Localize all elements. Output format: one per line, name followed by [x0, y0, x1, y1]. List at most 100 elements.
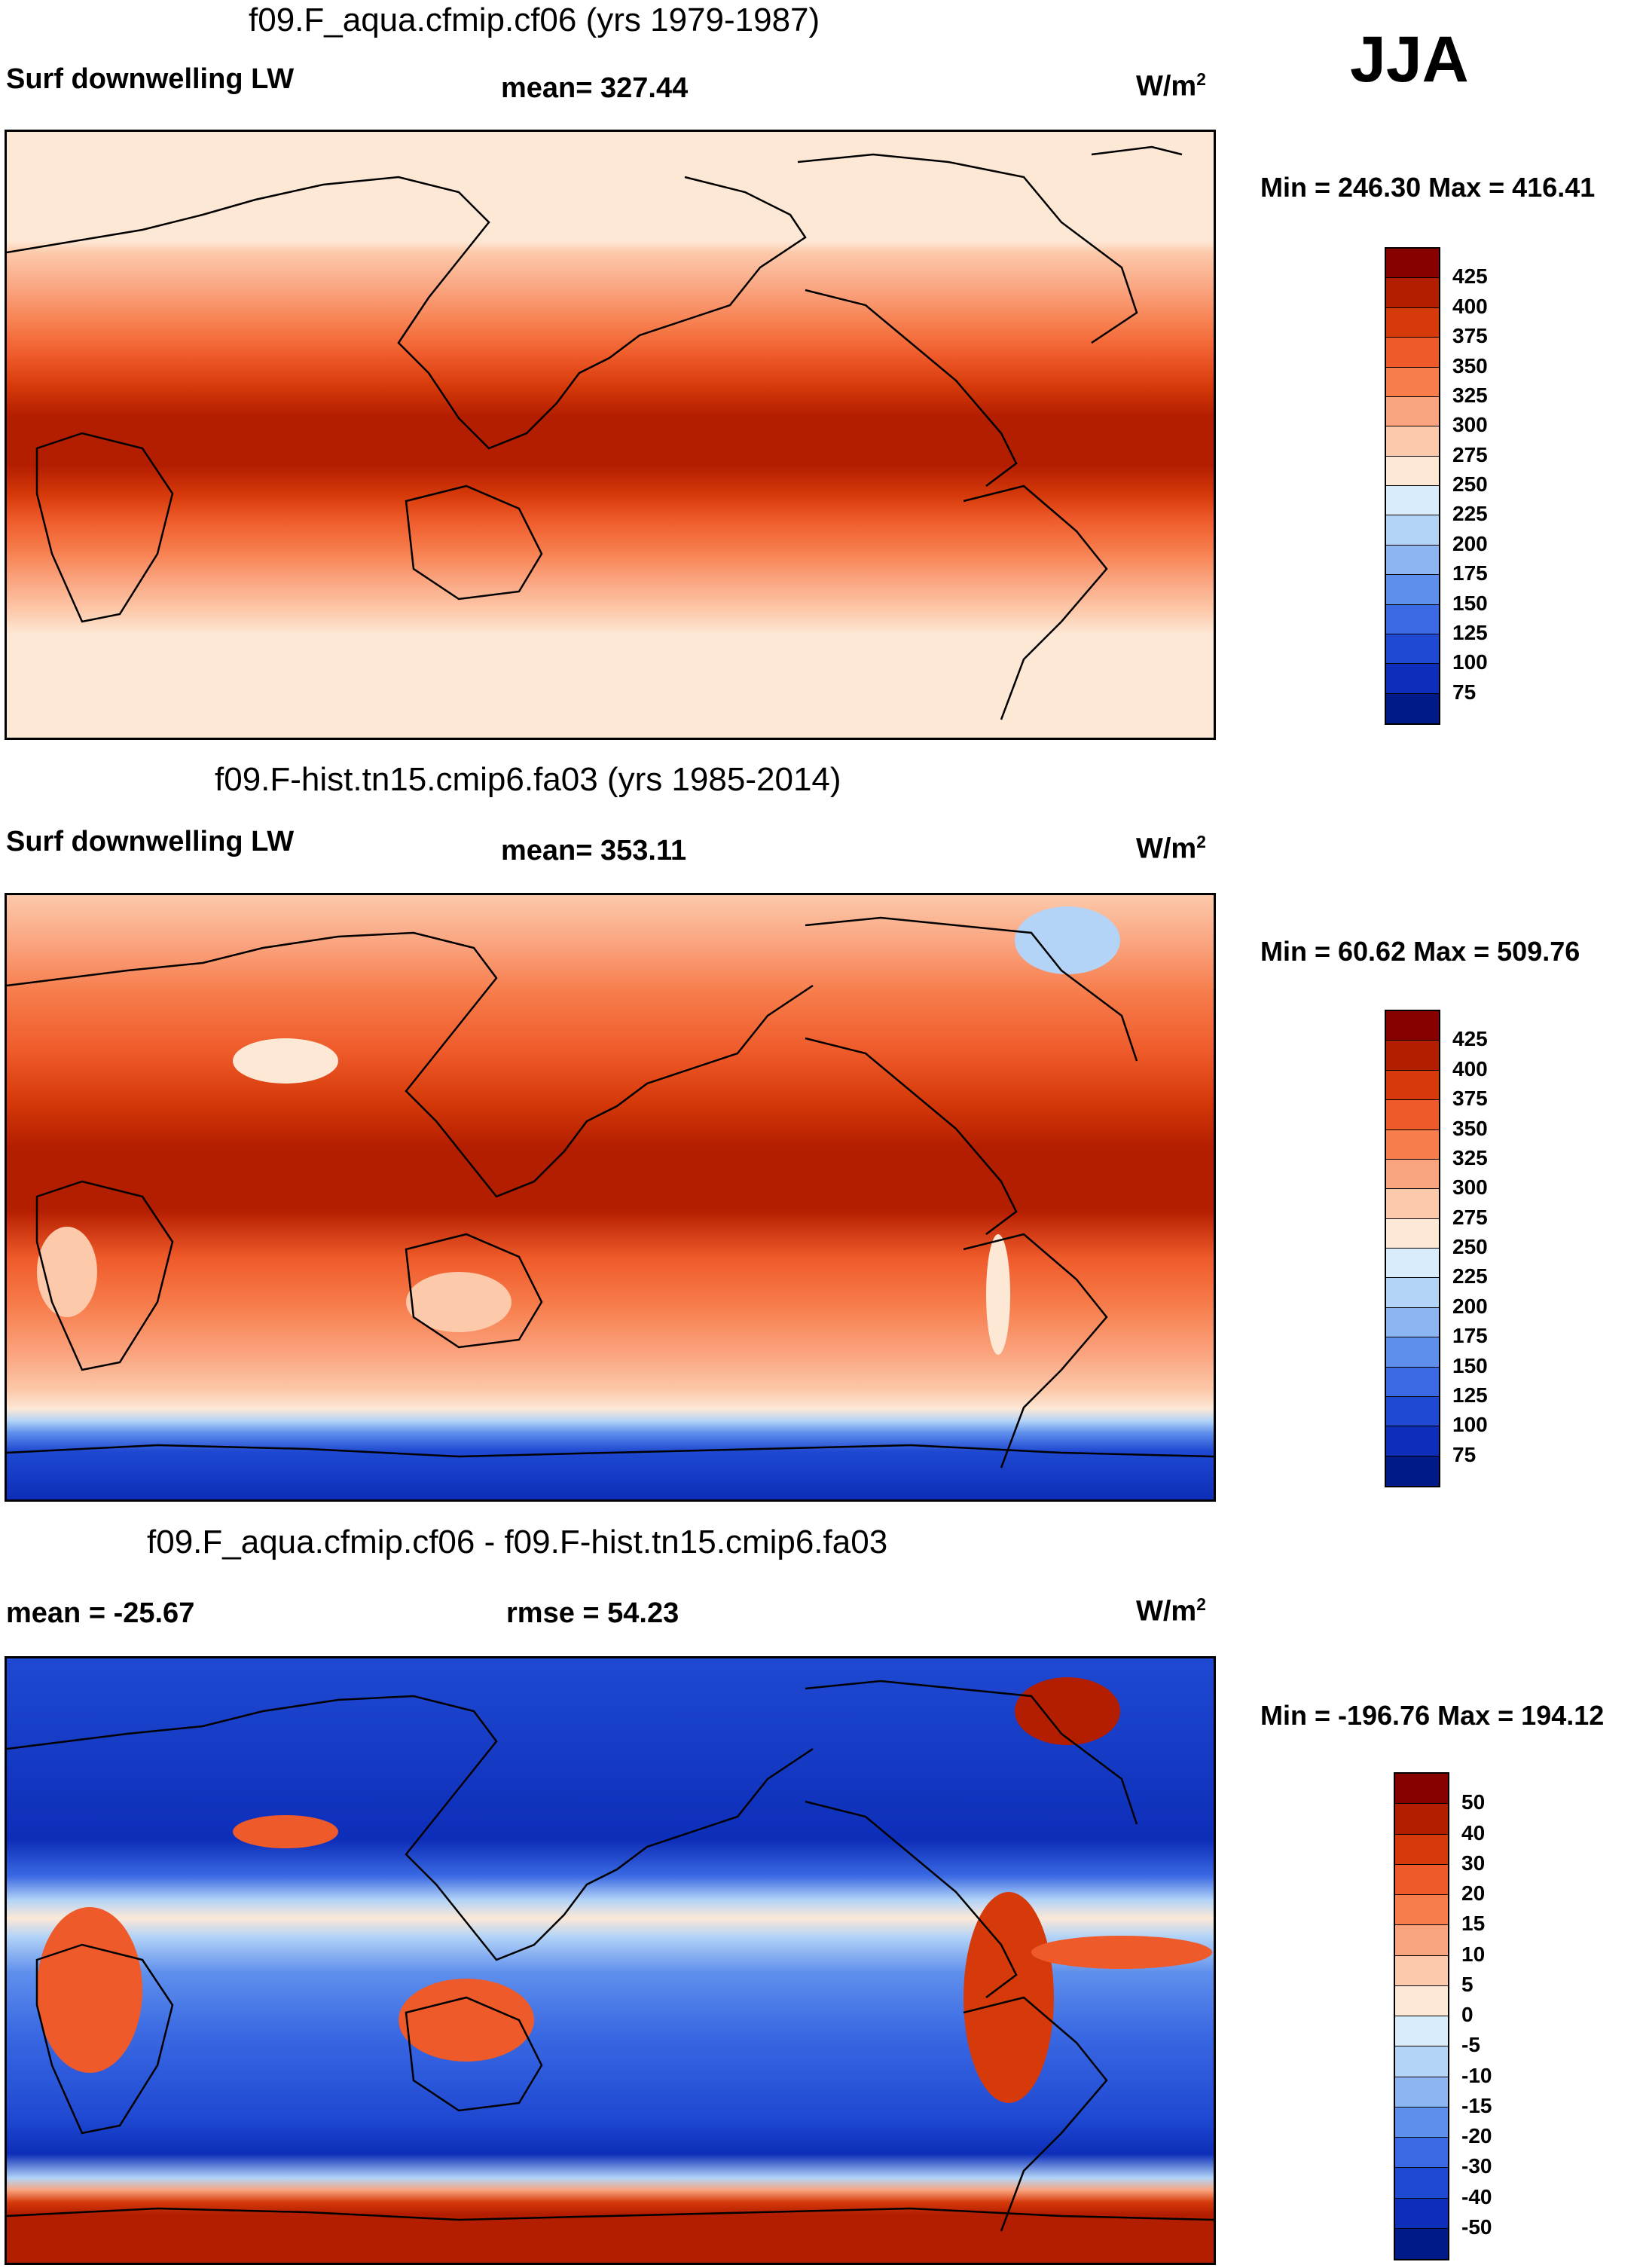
colorbar-swatch: [1386, 1249, 1439, 1279]
colorbar-tick-label: 15: [1461, 1912, 1486, 1936]
colorbar-tick-label: 150: [1452, 1353, 1488, 1377]
colorbar-swatch: [1386, 307, 1439, 338]
panel1-colorbar: [1385, 247, 1440, 725]
colorbar-swatch: [1395, 1895, 1448, 1926]
colorbar-tick-label: 125: [1452, 620, 1488, 644]
colorbar-tick-label: 225: [1452, 502, 1488, 526]
colorbar-swatch: [1395, 1804, 1448, 1835]
colorbar-swatch: [1395, 2138, 1448, 2169]
panel3-mean-label: mean = -25.67: [6, 1597, 195, 1629]
colorbar-swatch: [1386, 1307, 1439, 1338]
panel2-colorbar: [1385, 1010, 1440, 1487]
colorbar-swatch: [1386, 634, 1439, 665]
colorbar-tick-label: 0: [1461, 2003, 1474, 2026]
colorbar-swatch: [1386, 338, 1439, 368]
colorbar-swatch: [1386, 249, 1439, 279]
panel2-greenland-feature: [1015, 906, 1120, 974]
colorbar-swatch: [1386, 1129, 1439, 1160]
colorbar-swatch: [1386, 545, 1439, 576]
colorbar-tick-label: 375: [1452, 324, 1488, 348]
colorbar-swatch: [1386, 693, 1439, 723]
panel3-minmax: Min = -196.76 Max = 194.12: [1260, 1700, 1605, 1731]
colorbar-swatch: [1386, 664, 1439, 694]
panel1-map: [5, 130, 1216, 740]
panel2-coastlines: [7, 916, 1214, 1469]
colorbar-tick-label: -50: [1461, 2215, 1492, 2239]
panel1-coastlines: [7, 145, 1183, 720]
colorbar-swatch: [1386, 1100, 1439, 1130]
colorbar-swatch: [1386, 486, 1439, 516]
colorbar-tick-label: 175: [1452, 561, 1488, 585]
colorbar-tick-label: 40: [1461, 1820, 1486, 1845]
panel3-unit: W/m2: [1136, 1594, 1206, 1628]
panel3-atlantic-feature: [1031, 1936, 1212, 1969]
colorbar-tick-label: 5: [1461, 1972, 1474, 1996]
colorbar-tick-label: -40: [1461, 2184, 1492, 2208]
colorbar-tick-label: 100: [1452, 650, 1488, 674]
colorbar-tick-label: 425: [1452, 264, 1488, 289]
colorbar-swatch: [1395, 2198, 1448, 2229]
panel2-mean-label: mean= 353.11: [501, 835, 687, 867]
colorbar-swatch: [1395, 1864, 1448, 1895]
colorbar-swatch: [1386, 1189, 1439, 1219]
colorbar-tick-label: 75: [1452, 680, 1477, 704]
colorbar-tick-label: -5: [1461, 2033, 1480, 2057]
panel2-unit: W/m2: [1136, 832, 1206, 865]
panel1-field: [7, 132, 1214, 738]
colorbar-tick-label: 300: [1452, 413, 1488, 437]
colorbar-tick-label: 75: [1452, 1442, 1477, 1466]
colorbar-swatch: [1386, 1159, 1439, 1190]
colorbar-swatch: [1386, 426, 1439, 457]
colorbar-swatch: [1395, 2046, 1448, 2077]
colorbar-swatch: [1395, 2107, 1448, 2138]
panel3-coastlines: [7, 1680, 1214, 2232]
colorbar-swatch: [1386, 515, 1439, 546]
colorbar-tick-label: -30: [1461, 2154, 1492, 2178]
colorbar-swatch: [1386, 1337, 1439, 1368]
colorbar-swatch: [1386, 278, 1439, 308]
colorbar-swatch: [1395, 2077, 1448, 2108]
colorbar-tick-label: 200: [1452, 531, 1488, 555]
colorbar-tick-label: 325: [1452, 1145, 1488, 1169]
colorbar-tick-label: 325: [1452, 383, 1488, 407]
colorbar-swatch: [1386, 1011, 1439, 1041]
panel2-variable-label: Surf downwelling LW: [6, 826, 295, 857]
colorbar-swatch: [1386, 1218, 1439, 1249]
panel3-colorbar: [1394, 1772, 1449, 2260]
colorbar-tick-label: 30: [1461, 1851, 1486, 1875]
colorbar-tick-label: -20: [1461, 2124, 1492, 2147]
colorbar-swatch: [1395, 2016, 1448, 2047]
colorbar-tick-label: 375: [1452, 1087, 1488, 1111]
colorbar-swatch: [1395, 1955, 1448, 1986]
colorbar-tick-label: 200: [1452, 1294, 1488, 1318]
panel3-map: [5, 1656, 1216, 2265]
panel3-title: f09.F_aqua.cfmip.cf06 - f09.F-hist.tn15.…: [147, 1524, 888, 1560]
colorbar-tick-label: 175: [1452, 1324, 1488, 1348]
panel3-southamerica-feature: [964, 1892, 1054, 2103]
colorbar-swatch: [1395, 2228, 1448, 2259]
panel2-tibet-feature: [233, 1038, 338, 1084]
panel3-rmse-label: rmse = 54.23: [506, 1597, 679, 1629]
colorbar-swatch: [1395, 1985, 1448, 2016]
colorbar-tick-label: 275: [1452, 1205, 1488, 1229]
colorbar-tick-label: -15: [1461, 2093, 1492, 2117]
panel1-unit: W/m2: [1136, 69, 1206, 102]
colorbar-tick-label: 425: [1452, 1027, 1488, 1051]
panel2-minmax: Min = 60.62 Max = 509.76: [1260, 936, 1580, 967]
colorbar-tick-label: 150: [1452, 591, 1488, 615]
panel2-title: f09.F-hist.tn15.cmip6.fa03 (yrs 1985-201…: [215, 761, 841, 798]
colorbar-swatch: [1395, 2168, 1448, 2199]
colorbar-swatch: [1395, 1925, 1448, 1956]
colorbar-tick-label: 125: [1452, 1383, 1488, 1407]
colorbar-tick-label: 250: [1452, 472, 1488, 496]
colorbar-tick-label: 350: [1452, 353, 1488, 377]
colorbar-swatch: [1386, 1396, 1439, 1427]
panel2-australia-feature: [406, 1272, 512, 1332]
season-label: JJA: [1350, 23, 1469, 96]
colorbar-tick-label: 300: [1452, 1175, 1488, 1200]
colorbar-swatch: [1386, 396, 1439, 427]
colorbar-swatch: [1386, 1041, 1439, 1071]
colorbar-tick-label: 250: [1452, 1235, 1488, 1258]
colorbar-swatch: [1386, 1367, 1439, 1397]
panel2-map: [5, 893, 1216, 1502]
